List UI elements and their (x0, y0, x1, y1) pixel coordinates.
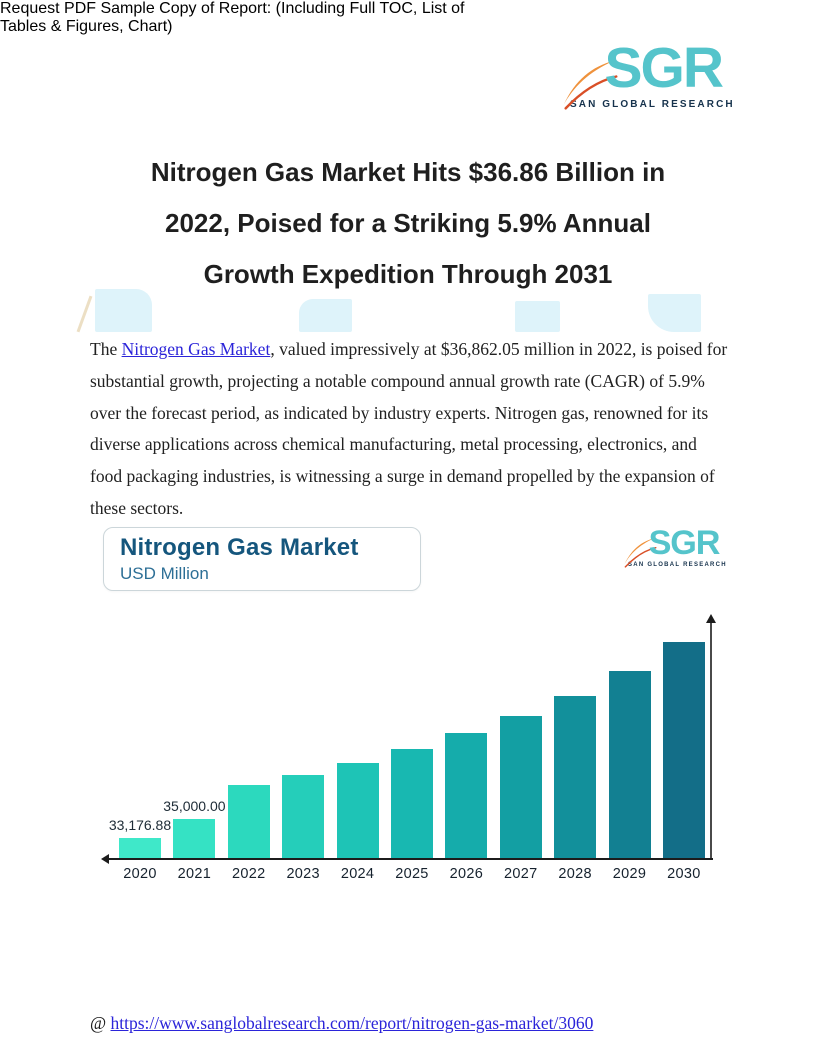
intro-paragraph: The Nitrogen Gas Market, valued impressi… (90, 334, 730, 525)
y-axis-arrow-icon (706, 614, 716, 623)
bar (608, 612, 651, 859)
chart-title-box: Nitrogen Gas Market USD Million (103, 527, 421, 591)
bar-rect (554, 696, 597, 859)
intro-text-after: , valued impressively at $36,862.05 mill… (90, 339, 728, 518)
x-axis-label: 2027 (504, 866, 538, 882)
bar-rect (227, 785, 270, 859)
bar (662, 612, 705, 859)
request-line-1: Request PDF Sample Copy of Report: (Incl… (0, 0, 465, 17)
watermark-fragment (95, 289, 152, 332)
x-axis-label: 2028 (558, 866, 592, 882)
bar-rect (499, 716, 542, 859)
logo-swoosh-icon (563, 60, 618, 110)
report-url-link[interactable]: https://www.sanglobalresearch.com/report… (110, 1013, 594, 1033)
bar (445, 612, 488, 859)
bar-rect (282, 775, 325, 859)
y-axis-line (706, 614, 716, 858)
x-axis-label: 2022 (232, 866, 266, 882)
bar (227, 612, 270, 859)
bar-rect (445, 732, 488, 859)
bar (336, 612, 379, 859)
logo-acronym: SGR (604, 36, 724, 100)
report-link-line: @ https://www.sanglobalresearch.com/repo… (90, 1013, 593, 1034)
logo-caption: SAN GLOBAL RESEARCH (628, 561, 727, 569)
watermark-fragment (515, 301, 560, 332)
bar-rect (119, 837, 161, 859)
watermark-fragment (299, 299, 352, 332)
sgr-logo: SGR SAN GLOBAL RESEARCH (563, 36, 735, 111)
bar-value-label: 35,000.00 (163, 798, 226, 815)
x-axis-label: 2026 (449, 866, 484, 882)
at-prefix: @ (90, 1013, 111, 1033)
sgr-logo-small: SGR SAN GLOBAL RESEARCH (624, 523, 727, 569)
watermark-fragment (648, 294, 701, 332)
page-title: Nitrogen Gas Market Hits $36.86 Billion … (0, 147, 816, 300)
x-axis-label: 2030 (667, 866, 701, 882)
watermark-swoosh-fragment (76, 295, 93, 333)
headline-line-1: Nitrogen Gas Market Hits $36.86 Billion … (150, 157, 666, 187)
x-axis-label: 2024 (340, 866, 375, 882)
bar-rect (173, 819, 216, 859)
bar: 33,176.88 (109, 612, 171, 859)
logo-caption: SAN GLOBAL RESEARCH (570, 99, 735, 111)
bar-rect (336, 763, 379, 859)
x-axis-label: 2020 (123, 866, 157, 882)
bar (554, 612, 597, 859)
chart-subtitle: USD Million (120, 564, 209, 583)
x-axis-label: 2021 (177, 866, 212, 882)
nitrogen-gas-market-link[interactable]: Nitrogen Gas Market (121, 339, 271, 359)
bar-rect (390, 748, 433, 859)
x-axis-label: 2029 (612, 866, 647, 882)
chart-title: Nitrogen Gas Market (120, 534, 359, 561)
x-axis-label: 2023 (286, 866, 320, 882)
headline-line-2: 2022, Poised for a Striking 5.9% Annual (165, 208, 651, 238)
logo-swoosh-icon (624, 538, 657, 568)
bar-rect (608, 671, 651, 859)
x-axis-line (101, 854, 713, 864)
bar-value-label: 33,176.88 (108, 816, 172, 833)
x-axis-label: 2025 (395, 866, 429, 882)
bar (282, 612, 325, 859)
logo-acronym: SGR (648, 523, 721, 562)
x-axis-labels: 2020 2021 2022 2023 2024 2025 2026 2027 2028 2029… (119, 866, 705, 882)
bar-group: 33,176.88 35,000.00 (109, 612, 705, 859)
x-axis-arrow-icon (101, 854, 109, 864)
intro-text-before: The (90, 339, 122, 359)
bar (390, 612, 433, 859)
bar (499, 612, 542, 859)
bar-rect (662, 642, 705, 859)
request-line-2: Tables & Figures, Chart) (0, 18, 173, 35)
bar: 35,000.00 (163, 612, 226, 859)
headline-line-3: Growth Expedition Through 2031 (203, 259, 613, 289)
